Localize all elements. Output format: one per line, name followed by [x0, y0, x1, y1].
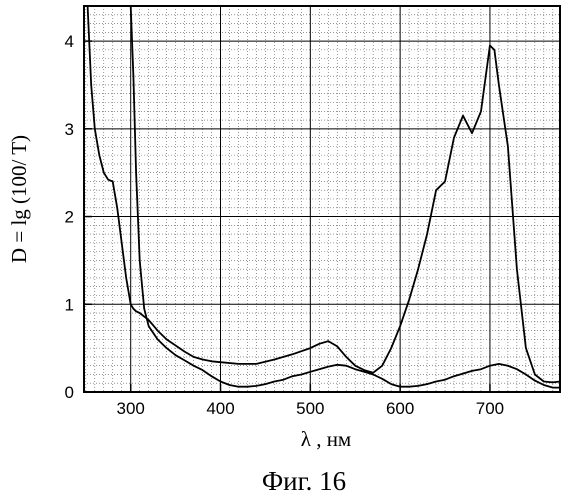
x-tick-label: 400 — [206, 399, 234, 418]
y-tick-label: 0 — [65, 383, 74, 402]
minor-grid — [84, 6, 560, 392]
y-tick-label: 4 — [65, 32, 74, 51]
x-tick-label: 700 — [476, 399, 504, 418]
y-axis-label: D = lg (100/ T) — [7, 135, 31, 263]
x-tick-label: 300 — [117, 399, 145, 418]
y-tick-label: 1 — [65, 295, 74, 314]
y-tick-label: 2 — [65, 208, 74, 227]
x-tick-label: 600 — [386, 399, 414, 418]
series-line-1 — [88, 6, 560, 382]
figure-caption: Фиг. 16 — [262, 466, 346, 496]
x-axis-label: λ , нм — [301, 427, 351, 451]
y-tick-label: 3 — [65, 120, 74, 139]
x-tick-label: 500 — [296, 399, 324, 418]
